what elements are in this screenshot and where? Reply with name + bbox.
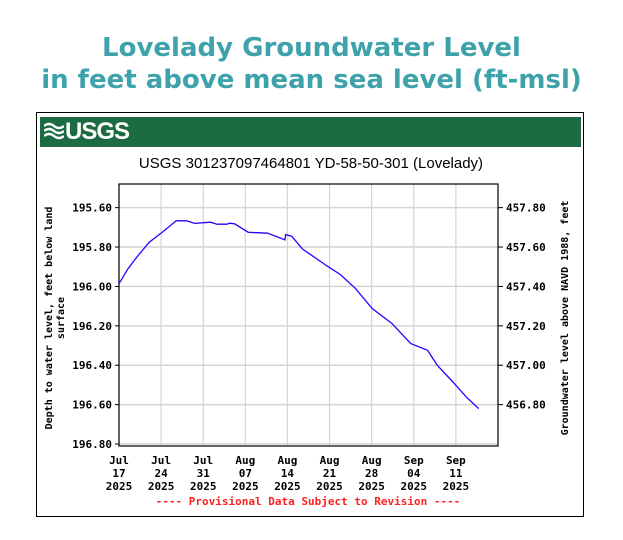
y2-tick-label: 456.80 bbox=[506, 399, 546, 412]
y-axis-label-line-2: surface bbox=[56, 297, 67, 339]
page-title-line-1: Lovelady Groundwater Level bbox=[102, 33, 521, 63]
x-tick-label: 24 bbox=[154, 467, 168, 480]
x-tick-label: Jul bbox=[109, 454, 129, 467]
x-tick-label: Sep bbox=[404, 454, 424, 467]
x-tick-label: 2025 bbox=[274, 480, 301, 493]
x-tick-label: 2025 bbox=[190, 480, 217, 493]
y-tick-label: 196.60 bbox=[72, 399, 112, 412]
x-tick-label: 2025 bbox=[232, 480, 259, 493]
series-line-depth bbox=[118, 220, 480, 410]
page-title-line-2: in feet above mean sea level (ft-msl) bbox=[41, 65, 582, 95]
y2-tick-label: 457.20 bbox=[506, 320, 546, 333]
x-tick-label: Aug bbox=[320, 454, 340, 467]
y-tick-label: 195.60 bbox=[72, 202, 112, 215]
x-tick-label: 2025 bbox=[106, 480, 133, 493]
x-tick-label: 31 bbox=[197, 467, 211, 480]
usgs-logo: USGS bbox=[44, 118, 130, 145]
x-tick-label: 07 bbox=[239, 467, 252, 480]
x-tick-label: 04 bbox=[407, 467, 421, 480]
x-tick-label: 2025 bbox=[148, 480, 175, 493]
x-tick-label: 28 bbox=[365, 467, 378, 480]
chart-title: USGS 301237097464801 YD-58-50-301 (Lovel… bbox=[139, 155, 483, 172]
x-tick-label: 2025 bbox=[316, 480, 343, 493]
y2-tick-label: 457.40 bbox=[506, 280, 546, 293]
y-tick-label: 196.00 bbox=[72, 280, 112, 293]
y2-tick-label: 457.80 bbox=[506, 202, 546, 215]
x-tick-label: Aug bbox=[278, 454, 298, 467]
x-tick-label: 14 bbox=[281, 467, 295, 480]
x-tick-label: 2025 bbox=[401, 480, 428, 493]
x-tick-label: 2025 bbox=[358, 480, 385, 493]
x-tick-label: Jul bbox=[151, 454, 171, 467]
chart-frame bbox=[36, 112, 584, 517]
y-tick-label: 196.80 bbox=[72, 438, 112, 451]
x-axis-ticks: Jul172025Jul242025Jul312025Aug072025Aug1… bbox=[106, 454, 469, 493]
y-tick-label: 196.20 bbox=[72, 320, 112, 333]
y-axis-ticks: 195.60 195.80 196.00 196.20 196.40 196.60 196.… bbox=[72, 202, 119, 451]
x-tick-label: 11 bbox=[449, 467, 463, 480]
x-tick-label: 21 bbox=[323, 467, 337, 480]
y-tick-label: 195.80 bbox=[72, 241, 112, 254]
x-tick-label: 2025 bbox=[443, 480, 470, 493]
x-tick-label: Aug bbox=[362, 454, 382, 467]
x-tick-label: Aug bbox=[235, 454, 255, 467]
x-tick-label: Sep bbox=[446, 454, 466, 467]
y2-tick-label: 457.00 bbox=[506, 359, 546, 372]
y-axis-label-line-1: Depth to water level, feet below land bbox=[44, 207, 55, 430]
plot-border bbox=[118, 183, 499, 447]
provisional-data-notice: ---- Provisional Data Subject to Revisio… bbox=[156, 495, 461, 508]
grid bbox=[118, 184, 498, 446]
usgs-banner bbox=[40, 117, 581, 147]
y2-tick-label: 457.60 bbox=[506, 241, 546, 254]
usgs-logo-text: USGS bbox=[65, 118, 130, 145]
usgs-waves-icon bbox=[44, 122, 64, 140]
x-tick-label: Jul bbox=[193, 454, 213, 467]
x-tick-label: 17 bbox=[112, 467, 125, 480]
y-tick-label: 196.40 bbox=[72, 359, 112, 372]
y2-axis-label: Groundwater level above NAVD 1988, feet bbox=[560, 201, 571, 436]
y2-axis-ticks: 457.80 457.60 457.40 457.20 457.00 456.80 bbox=[498, 202, 546, 412]
